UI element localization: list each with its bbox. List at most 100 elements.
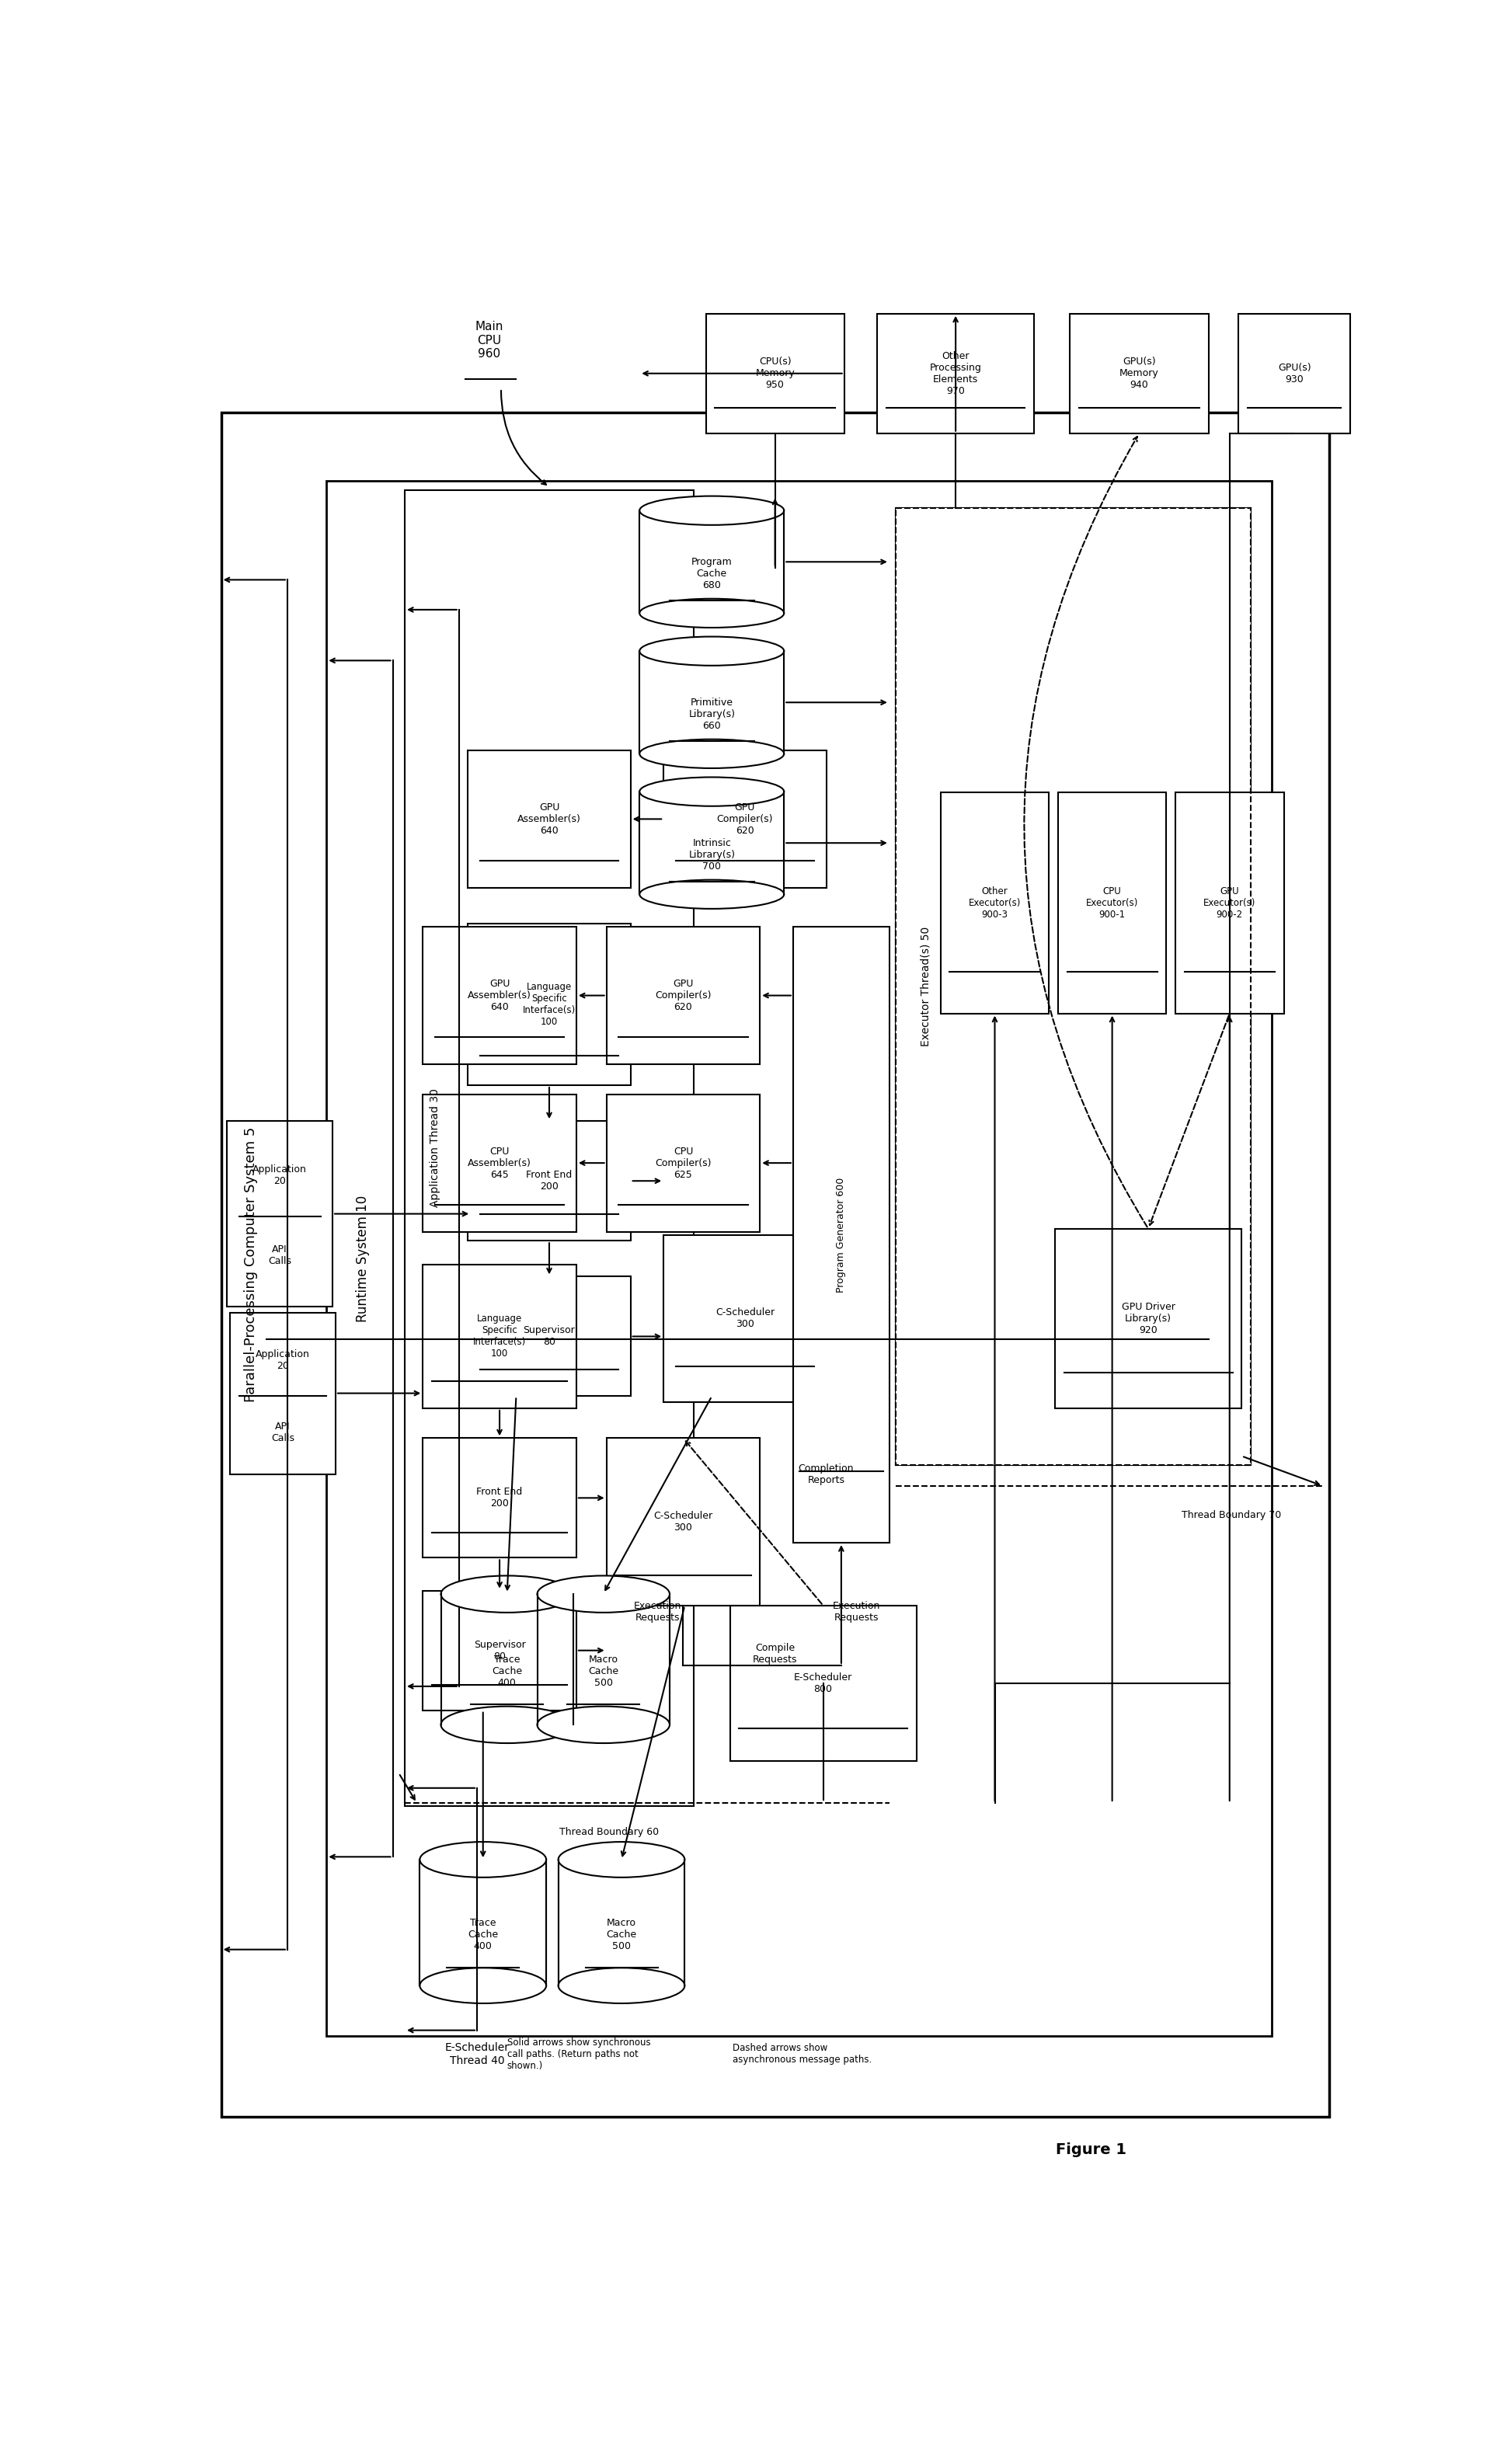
Bar bbox=[896, 510, 1250, 1464]
Bar bbox=[663, 1234, 826, 1402]
Bar bbox=[663, 749, 826, 887]
Ellipse shape bbox=[420, 1969, 546, 2003]
Bar bbox=[423, 1439, 576, 1557]
Text: GPU
Executor(s)
900-2: GPU Executor(s) 900-2 bbox=[1203, 887, 1256, 919]
Text: GPU Driver
Library(s)
920: GPU Driver Library(s) 920 bbox=[1122, 1301, 1175, 1335]
Text: CPU
Executor(s)
900-1: CPU Executor(s) 900-1 bbox=[1086, 887, 1139, 919]
Bar bbox=[895, 508, 1251, 1466]
Text: Completion
Reports: Completion Reports bbox=[799, 1464, 854, 1486]
Bar bbox=[639, 510, 784, 614]
Bar bbox=[326, 480, 1272, 2035]
Text: GPU
Assembler(s)
640: GPU Assembler(s) 640 bbox=[468, 978, 531, 1013]
Bar bbox=[606, 1439, 760, 1607]
Text: Other
Processing
Elements
970: Other Processing Elements 970 bbox=[929, 350, 982, 397]
Text: Runtime System 10: Runtime System 10 bbox=[355, 1195, 370, 1323]
Bar bbox=[441, 1594, 573, 1725]
Text: Application
20: Application 20 bbox=[256, 1350, 310, 1372]
Bar bbox=[468, 924, 630, 1084]
Text: CPU(s)
Memory
950: CPU(s) Memory 950 bbox=[755, 357, 794, 389]
Text: Front End
200: Front End 200 bbox=[477, 1488, 522, 1508]
Text: Execution
Requests: Execution Requests bbox=[832, 1602, 880, 1621]
Text: GPU
Assembler(s)
640: GPU Assembler(s) 640 bbox=[517, 803, 581, 835]
Text: API
Calls: API Calls bbox=[268, 1244, 292, 1266]
Text: Intrinsic
Library(s)
700: Intrinsic Library(s) 700 bbox=[689, 838, 735, 872]
Bar bbox=[423, 1094, 576, 1232]
Text: CPU
Compiler(s)
625: CPU Compiler(s) 625 bbox=[656, 1146, 711, 1180]
Text: Trace
Cache
400: Trace Cache 400 bbox=[468, 1917, 498, 1951]
Bar bbox=[705, 313, 844, 434]
Text: Thread Boundary 60: Thread Boundary 60 bbox=[559, 1826, 659, 1838]
Ellipse shape bbox=[639, 739, 784, 769]
Text: Language
Specific
Interface(s)
100: Language Specific Interface(s) 100 bbox=[474, 1313, 526, 1360]
Bar bbox=[1176, 791, 1284, 1013]
Ellipse shape bbox=[441, 1705, 573, 1742]
Bar bbox=[895, 508, 1251, 1466]
Text: Other
Executor(s)
900-3: Other Executor(s) 900-3 bbox=[969, 887, 1021, 919]
Bar bbox=[423, 1592, 576, 1710]
Bar bbox=[639, 791, 784, 894]
Text: Figure 1: Figure 1 bbox=[1056, 2144, 1126, 2158]
Text: Application
20: Application 20 bbox=[253, 1163, 307, 1185]
Ellipse shape bbox=[441, 1574, 573, 1611]
Ellipse shape bbox=[639, 599, 784, 628]
Text: GPU(s)
Memory
940: GPU(s) Memory 940 bbox=[1119, 357, 1160, 389]
Text: Language
Specific
Interface(s)
100: Language Specific Interface(s) 100 bbox=[523, 983, 576, 1027]
Ellipse shape bbox=[639, 776, 784, 806]
Text: Compile
Requests: Compile Requests bbox=[752, 1643, 797, 1663]
Bar bbox=[639, 650, 784, 754]
Text: C-Scheduler
300: C-Scheduler 300 bbox=[716, 1308, 775, 1331]
Ellipse shape bbox=[639, 495, 784, 525]
Text: Trace
Cache
400: Trace Cache 400 bbox=[492, 1656, 522, 1688]
Text: Thread Boundary 70: Thread Boundary 70 bbox=[1182, 1510, 1281, 1520]
Bar bbox=[423, 926, 576, 1064]
Text: Primitive
Library(s)
660: Primitive Library(s) 660 bbox=[689, 697, 735, 732]
Ellipse shape bbox=[558, 1969, 684, 2003]
Text: Dashed arrows show
asynchronous message paths.: Dashed arrows show asynchronous message … bbox=[732, 2043, 872, 2065]
Bar bbox=[1054, 1230, 1242, 1409]
Text: Program Generator 600: Program Generator 600 bbox=[836, 1178, 847, 1291]
Text: Execution
Requests: Execution Requests bbox=[633, 1602, 681, 1621]
Text: C-Scheduler
300: C-Scheduler 300 bbox=[654, 1510, 713, 1533]
Bar bbox=[895, 508, 1251, 1466]
Text: GPU
Compiler(s)
620: GPU Compiler(s) 620 bbox=[656, 978, 711, 1013]
Bar bbox=[1069, 313, 1209, 434]
Bar bbox=[558, 1860, 684, 1986]
Text: Main
CPU
960: Main CPU 960 bbox=[475, 320, 504, 360]
Text: Macro
Cache
500: Macro Cache 500 bbox=[606, 1917, 636, 1951]
Bar bbox=[537, 1594, 669, 1725]
Bar bbox=[468, 1276, 630, 1397]
Text: Supervisor
80: Supervisor 80 bbox=[523, 1326, 575, 1348]
Ellipse shape bbox=[537, 1574, 669, 1611]
Text: Program
Cache
680: Program Cache 680 bbox=[692, 557, 732, 591]
Bar bbox=[230, 1313, 335, 1473]
Bar bbox=[468, 1121, 630, 1242]
Bar bbox=[227, 1121, 332, 1306]
Text: GPU(s)
930: GPU(s) 930 bbox=[1278, 362, 1311, 384]
Ellipse shape bbox=[558, 1843, 684, 1878]
Text: E-Scheduler
800: E-Scheduler 800 bbox=[794, 1673, 853, 1695]
Bar bbox=[405, 490, 693, 1806]
Bar bbox=[606, 1094, 760, 1232]
Bar bbox=[940, 791, 1048, 1013]
Text: Application Thread 30: Application Thread 30 bbox=[430, 1089, 441, 1207]
Bar bbox=[221, 411, 1330, 2117]
Bar bbox=[423, 1264, 576, 1409]
Text: Macro
Cache
500: Macro Cache 500 bbox=[588, 1656, 618, 1688]
Text: Parallel-Processing Computer System 5: Parallel-Processing Computer System 5 bbox=[244, 1126, 259, 1402]
Ellipse shape bbox=[639, 636, 784, 665]
Text: Supervisor
80: Supervisor 80 bbox=[474, 1639, 525, 1661]
Bar bbox=[729, 1607, 916, 1762]
Text: API
Calls: API Calls bbox=[271, 1422, 295, 1444]
Text: GPU
Compiler(s)
620: GPU Compiler(s) 620 bbox=[717, 803, 773, 835]
Bar bbox=[606, 926, 760, 1064]
Text: Front End
200: Front End 200 bbox=[526, 1170, 572, 1193]
Bar bbox=[468, 749, 630, 887]
Bar bbox=[877, 313, 1033, 434]
Text: Solid arrows show synchronous
call paths. (Return paths not
shown.): Solid arrows show synchronous call paths… bbox=[507, 2038, 651, 2070]
Text: CPU
Assembler(s)
645: CPU Assembler(s) 645 bbox=[468, 1146, 531, 1180]
Bar bbox=[420, 1860, 546, 1986]
Ellipse shape bbox=[537, 1705, 669, 1742]
Ellipse shape bbox=[639, 880, 784, 909]
Bar bbox=[1239, 313, 1351, 434]
Text: Executor Thread(s) 50: Executor Thread(s) 50 bbox=[920, 926, 931, 1047]
